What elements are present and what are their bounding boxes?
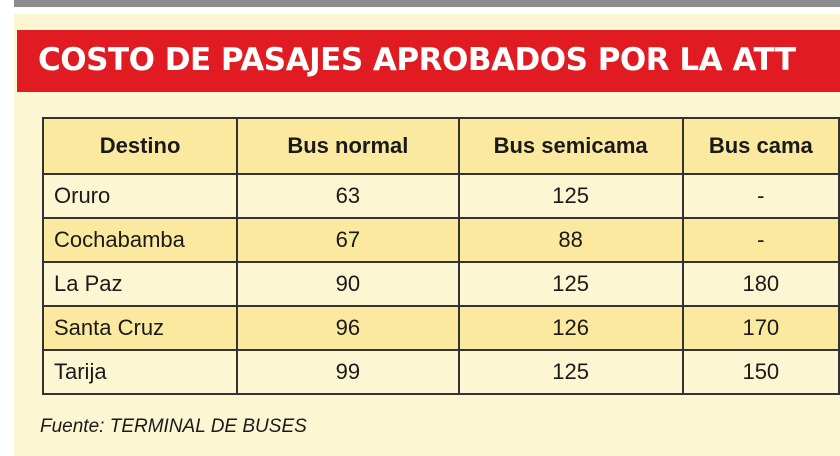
source-note: Fuente: TERMINAL DE BUSES	[40, 416, 307, 437]
destination-cell: Cochabamba	[41, 217, 239, 263]
bus-normal-cell: 99	[236, 349, 460, 395]
column-header-bus-cama: Bus cama	[681, 117, 840, 175]
table-row: La Paz 90 125 180	[41, 261, 840, 307]
bus-semicama-cell: 88	[457, 217, 684, 263]
title-banner	[17, 30, 840, 92]
bus-semicama-cell: 125	[457, 349, 684, 395]
bus-semicama-cell: 125	[457, 173, 684, 219]
table-row: Tarija 99 125 150	[41, 349, 840, 395]
column-header-bus-normal: Bus normal	[236, 117, 460, 175]
destination-cell: Oruro	[41, 173, 239, 219]
destination-cell: Tarija	[41, 349, 239, 395]
bus-cama-cell: 180	[681, 261, 840, 307]
column-header-bus-semicama: Bus semicama	[457, 117, 684, 175]
bus-cama-cell: -	[681, 173, 840, 219]
bus-cama-cell: 150	[681, 349, 840, 395]
fare-table: Destino Bus normal Bus semicama Bus cama…	[41, 117, 840, 395]
bus-normal-cell: 96	[236, 305, 460, 351]
destination-cell: Santa Cruz	[41, 305, 239, 351]
bus-normal-cell: 63	[236, 173, 460, 219]
table-row: Oruro 63 125 -	[41, 173, 840, 219]
bus-semicama-cell: 125	[457, 261, 684, 307]
table-header-row: Destino Bus normal Bus semicama Bus cama	[41, 117, 840, 175]
table-row: Cochabamba 67 88 -	[41, 217, 840, 263]
bus-normal-cell: 90	[236, 261, 460, 307]
destination-cell: La Paz	[41, 261, 239, 307]
bus-normal-cell: 67	[236, 217, 460, 263]
bus-cama-cell: -	[681, 217, 840, 263]
bus-cama-cell: 170	[681, 305, 840, 351]
page-title: COSTO DE PASAJES APROBADOS POR LA ATT	[38, 42, 796, 78]
table-row: Santa Cruz 96 126 170	[41, 305, 840, 351]
column-header-destino: Destino	[41, 117, 239, 175]
bus-semicama-cell: 126	[457, 305, 684, 351]
top-divider	[14, 0, 840, 7]
